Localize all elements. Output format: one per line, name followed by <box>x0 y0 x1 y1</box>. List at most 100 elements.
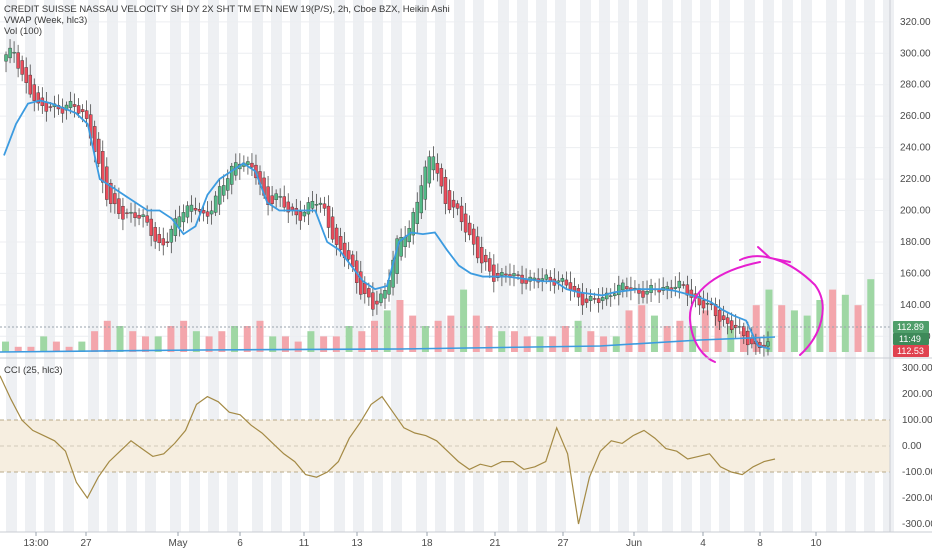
candle-body <box>109 182 113 204</box>
session-stripe <box>290 0 301 532</box>
cci-tick-label: 0.00 <box>902 441 922 452</box>
volume-bar <box>854 305 862 352</box>
volume-bar <box>167 326 175 352</box>
volume-bar <box>192 331 200 352</box>
candle-body <box>278 196 282 198</box>
candle-body <box>681 284 686 286</box>
time-tick-label: 13:00 <box>23 538 48 549</box>
session-stripe <box>618 0 629 532</box>
candle-body <box>205 211 210 217</box>
volume-bar <box>574 320 582 352</box>
candle-body <box>209 210 214 215</box>
candle-body <box>484 254 488 263</box>
candle-body <box>113 193 117 205</box>
candle-body <box>447 190 452 210</box>
countdown-text: 11:49 <box>899 334 921 344</box>
candle-body <box>80 109 85 113</box>
candle-body <box>375 300 379 305</box>
candle-body <box>4 54 8 62</box>
candle-body <box>532 277 536 280</box>
candle-body <box>496 273 500 278</box>
session-stripe <box>6 0 17 532</box>
cci-axis[interactable]: 300.00 200.00 100.00 0.00 -100.00 -200.00 -300… <box>902 363 932 530</box>
candle-body <box>504 273 508 276</box>
candle-body <box>564 279 569 286</box>
candle-body <box>266 186 270 205</box>
volume-bar <box>2 341 9 352</box>
time-tick-label: 27 <box>80 538 92 549</box>
volume-bar <box>676 320 684 352</box>
price-tick-label: 300.00 <box>900 48 931 59</box>
session-stripe <box>763 0 774 532</box>
candle-body <box>221 185 226 196</box>
candle-body <box>512 273 516 277</box>
session-stripe <box>372 0 383 532</box>
volume-bar <box>129 331 137 352</box>
volume-bar <box>803 315 811 352</box>
time-tick-label: 10 <box>810 538 822 549</box>
candle-body <box>383 290 387 299</box>
candle-body <box>217 186 222 205</box>
candle-body <box>516 274 520 276</box>
session-stripe <box>681 0 692 532</box>
candle-body <box>330 216 335 240</box>
volume-bar <box>371 320 379 352</box>
candle-body <box>101 151 105 183</box>
session-stripe <box>744 0 755 532</box>
candle-body <box>399 237 403 257</box>
session-stripe <box>63 0 74 532</box>
session-stripe <box>126 0 137 532</box>
vwap-legend: VWAP (Week, hlc3) <box>4 15 87 26</box>
candle-body <box>463 213 468 233</box>
vwap-baseline <box>0 336 776 353</box>
hand-drawn-circle-annotation <box>688 246 824 363</box>
candle-body <box>584 298 589 303</box>
volume-bar <box>485 326 493 352</box>
candle-body <box>322 203 327 209</box>
candle-body <box>230 165 234 185</box>
price-tick-label: 200.00 <box>900 206 931 217</box>
price-pane[interactable] <box>0 39 890 357</box>
candle-body <box>480 247 484 264</box>
volume-bar <box>638 305 646 352</box>
session-stripe <box>599 0 610 532</box>
session-stripe <box>309 0 320 532</box>
session-stripe <box>189 0 200 532</box>
session-stripe <box>517 0 528 532</box>
candle-body <box>226 178 230 191</box>
candle-body <box>588 295 593 301</box>
candle-body <box>560 278 565 282</box>
session-stripe <box>782 0 793 532</box>
price-tick-label: 180.00 <box>900 237 931 248</box>
vol-legend: Vol (100) <box>4 26 42 37</box>
session-stripe <box>271 0 282 532</box>
time-axis[interactable]: 13:00 27 May 6 11 13 18 21 27 Jun 4 8 10 <box>23 532 822 549</box>
candle-body <box>729 320 734 330</box>
candle-body <box>137 214 141 219</box>
candle-body <box>302 211 307 217</box>
session-stripe <box>334 0 345 532</box>
candle-body <box>318 202 323 205</box>
session-stripe <box>208 0 219 532</box>
candle-body <box>274 193 278 200</box>
volume-bar <box>765 289 773 352</box>
volume-bar <box>320 336 328 352</box>
session-stripe <box>88 0 99 532</box>
candle-body <box>141 214 145 217</box>
cci-pane[interactable] <box>0 375 890 525</box>
price-tick-label: 320.00 <box>900 17 931 28</box>
candle-body <box>572 285 577 291</box>
candle-body <box>488 258 492 272</box>
candle-body <box>705 303 710 305</box>
candle-body <box>431 156 436 171</box>
candle-body <box>367 288 371 298</box>
candle-body <box>68 100 73 108</box>
session-stripe <box>637 0 648 532</box>
candle-body <box>72 104 77 107</box>
candle-body <box>149 218 153 236</box>
candle-body <box>471 228 476 245</box>
candle-body <box>677 280 682 289</box>
candle-body <box>153 227 157 242</box>
volume-bar <box>650 315 658 352</box>
price-axis[interactable]: 320.00 300.00 280.00 260.00 240.00 220.00 200.… <box>900 17 931 342</box>
